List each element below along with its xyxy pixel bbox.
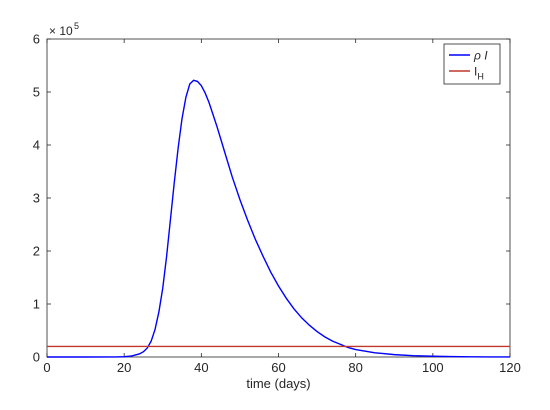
x-tick-label: 40	[194, 360, 208, 375]
x-tick-label: 20	[117, 360, 131, 375]
y-tick-label: 3	[33, 191, 40, 206]
legend-label-subscript: H	[477, 72, 484, 82]
x-tick-label: 120	[499, 360, 521, 375]
series-layer	[47, 79, 511, 358]
axes-box	[46, 38, 511, 358]
y-tick-label: 0	[33, 350, 40, 365]
y-tick-label: 1	[33, 297, 40, 312]
legend-box	[443, 43, 501, 85]
x-tick-label: 60	[271, 360, 285, 375]
plot-area	[46, 38, 511, 358]
y-tick-label: 5	[33, 85, 40, 100]
x-axis-label: time (days)	[246, 376, 310, 391]
legend-label-2: IH	[474, 65, 484, 82]
y-axis-multiplier: × 10	[49, 24, 73, 38]
legend-label-1: ρ I	[473, 49, 488, 63]
y-axis-multiplier-exponent: 5	[74, 21, 79, 31]
y-tick-label: 6	[33, 32, 40, 47]
series-line-1	[47, 79, 511, 358]
x-tick-label: 100	[422, 360, 444, 375]
x-tick-label: 0	[43, 360, 50, 375]
y-tick-label: 2	[33, 244, 40, 259]
y-tick-label: 4	[33, 138, 40, 153]
x-tick-label: 80	[348, 360, 362, 375]
legend: ρ I IH	[443, 43, 501, 85]
